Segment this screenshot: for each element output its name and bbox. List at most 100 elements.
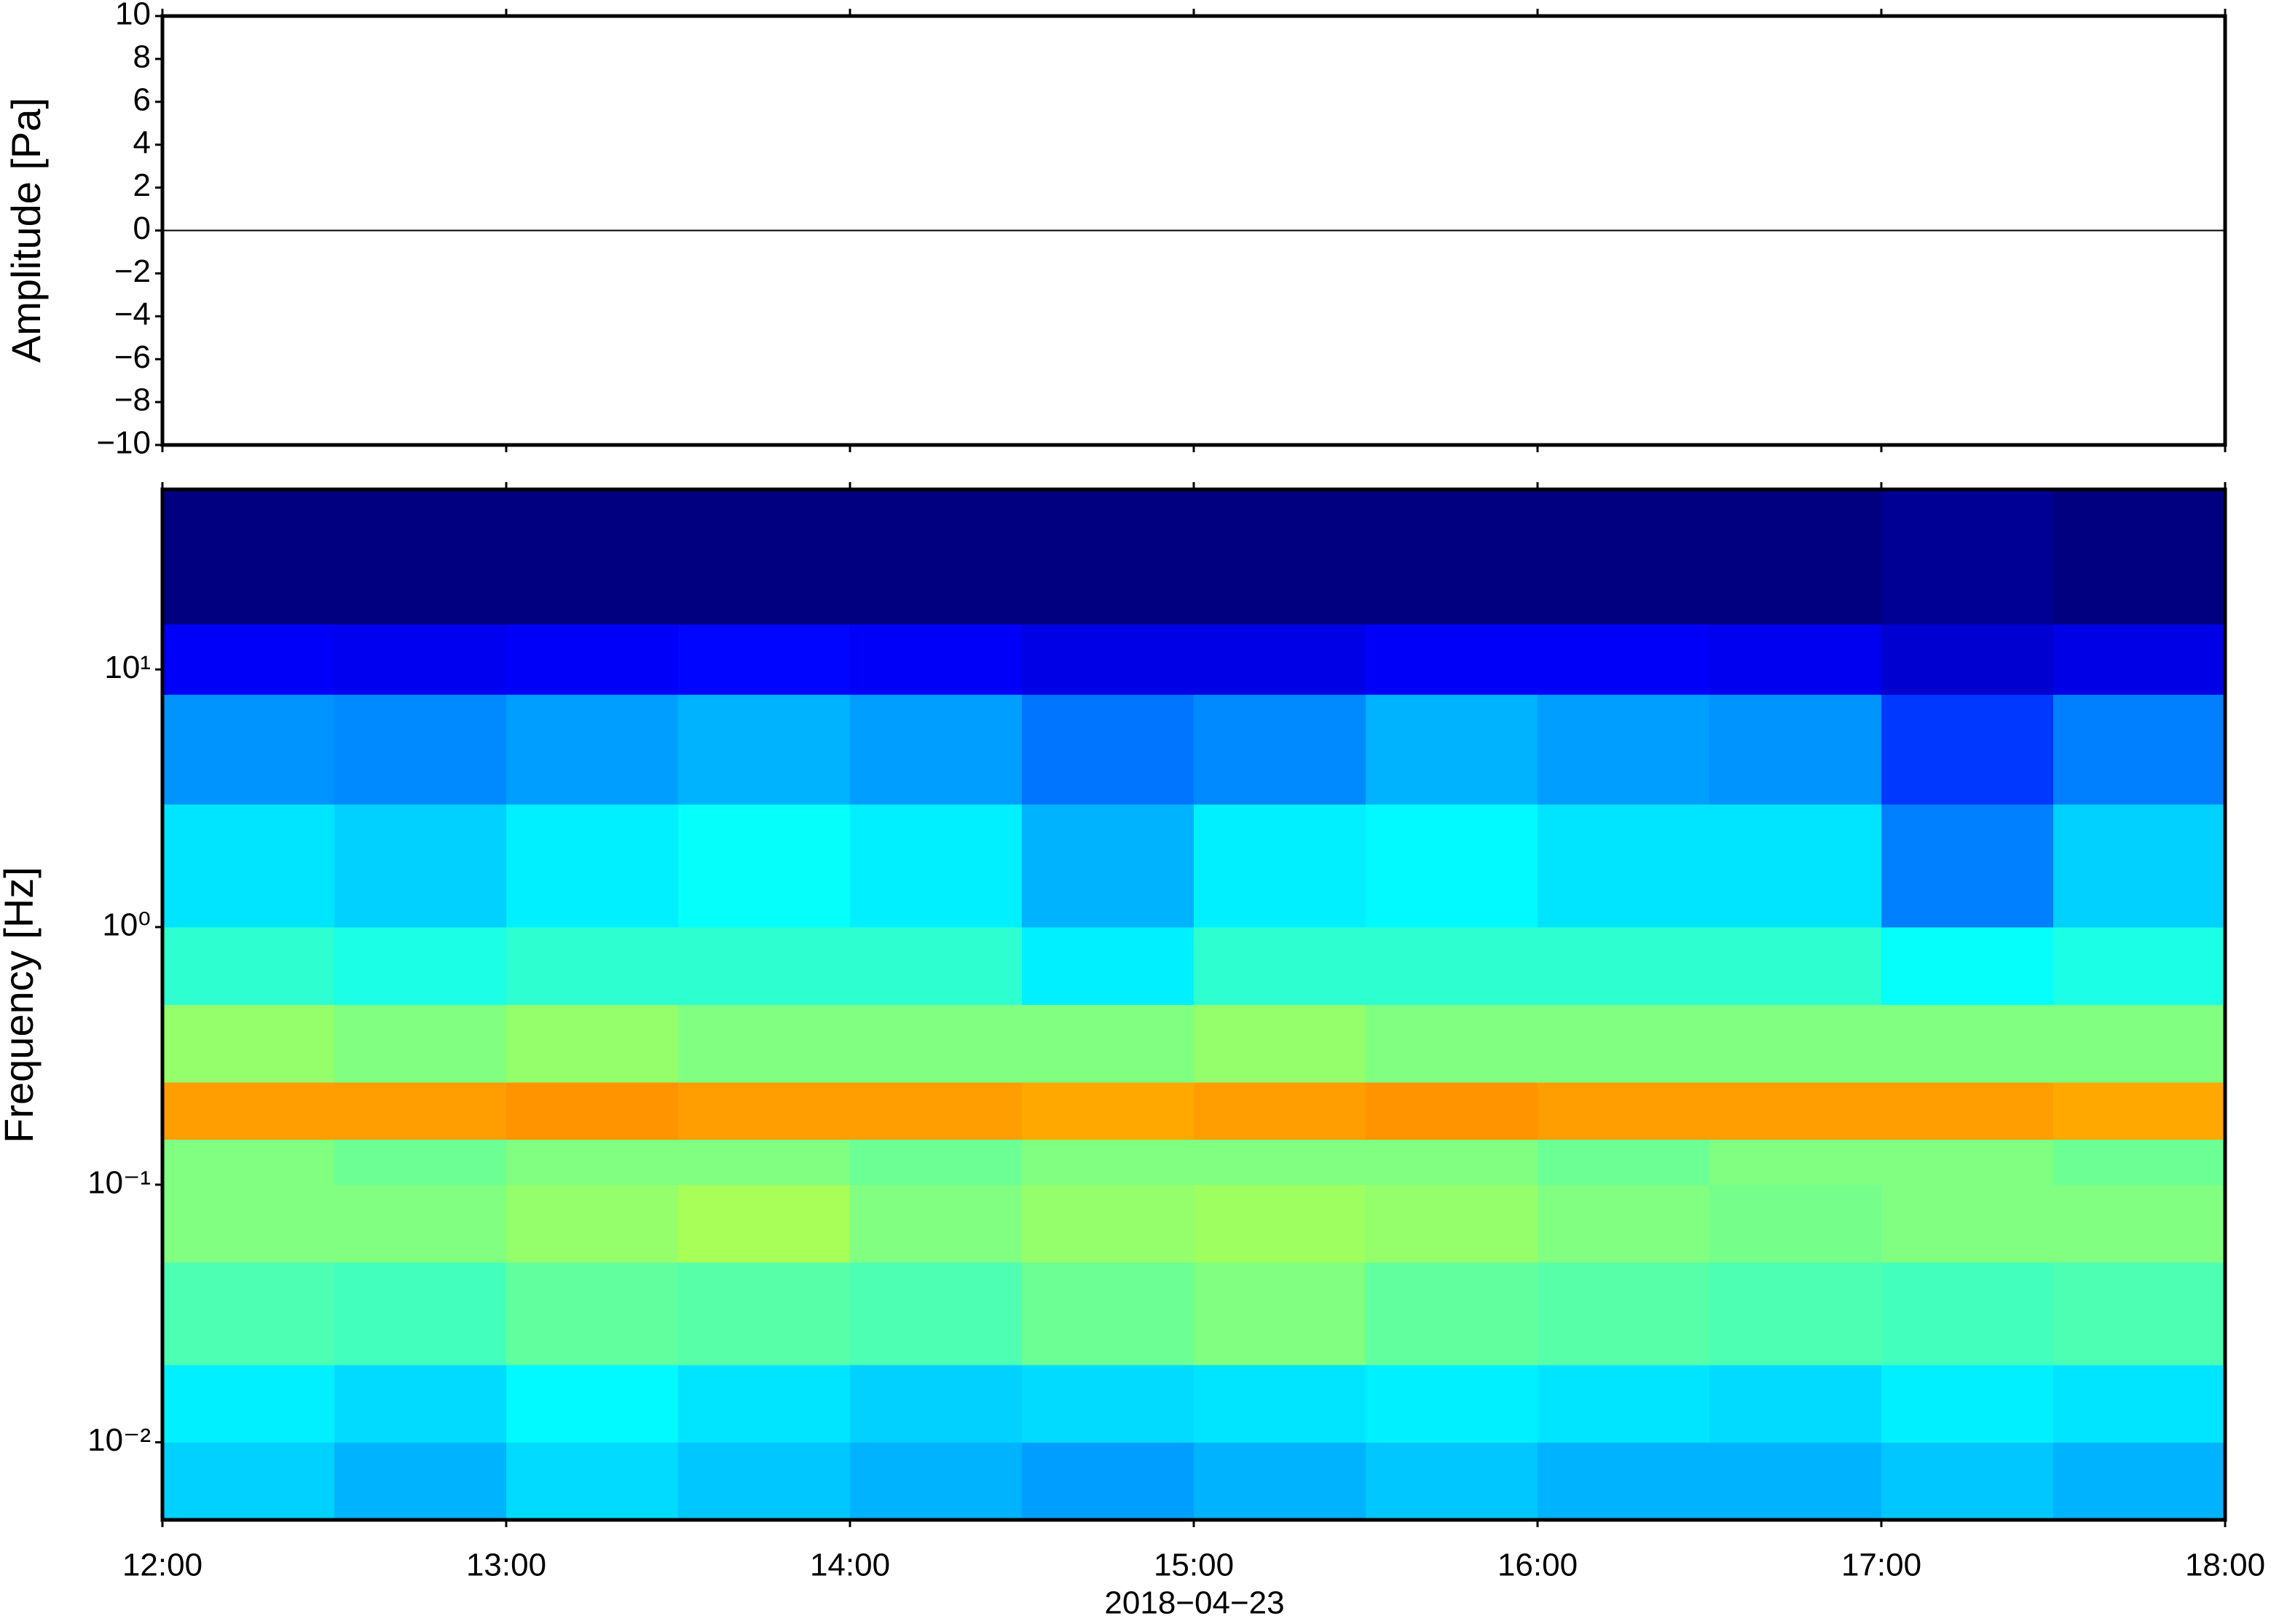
heatmap-cell (162, 1262, 335, 1365)
heatmap-cell (1194, 804, 1366, 928)
heatmap-cell (1538, 1262, 1710, 1365)
heatmap-cell (1366, 1184, 1538, 1263)
heatmap-cell (1881, 1081, 2054, 1140)
heatmap-cell (1366, 623, 1538, 695)
heatmap-cell (1194, 623, 1366, 695)
heatmap-cell (1709, 694, 1882, 805)
heatmap-cell (850, 1139, 1023, 1186)
heatmap-cell (162, 1442, 335, 1521)
heatmap-cell (2053, 927, 2226, 1005)
heatmap-cell (678, 927, 851, 1005)
heatmap-cell (1022, 694, 1194, 805)
y-tick-label: −10 (96, 425, 151, 461)
heatmap-cell (1881, 694, 2054, 805)
heatmap-cell (2053, 623, 2226, 695)
heatmap-cell (1709, 1442, 1882, 1521)
y-tick-label: 6 (133, 82, 151, 117)
heatmap-cell (1881, 927, 2054, 1005)
heatmap-cell (162, 1004, 335, 1083)
heatmap-cell (1881, 1365, 2054, 1443)
heatmap-cell (850, 804, 1023, 928)
heatmap-cell (850, 1442, 1023, 1521)
heatmap-cell (162, 927, 335, 1005)
heatmap-cell (1709, 1262, 1882, 1365)
heatmap-cell (1194, 1004, 1366, 1083)
heatmap-cell (1709, 804, 1882, 928)
heatmap-cell (2053, 1081, 2226, 1140)
heatmap-cell (1022, 1365, 1194, 1443)
heatmap-cell (1538, 1139, 1710, 1186)
heatmap-cell (1709, 1081, 1882, 1140)
y-tick-label: 10¹ (104, 650, 151, 685)
y-tick-label: 4 (133, 125, 151, 160)
heatmap-cell (1366, 1262, 1538, 1365)
heatmap-cell (678, 623, 851, 695)
heatmap-cell (334, 1004, 507, 1083)
heatmap-cell (506, 804, 679, 928)
heatmap-cell (1022, 623, 1194, 695)
heatmap-cell (2053, 1004, 2226, 1083)
y-tick-label: 10 (115, 0, 151, 32)
y-tick-label: −4 (114, 296, 151, 332)
heatmap-cell (334, 927, 507, 1005)
heatmap-cell (850, 1004, 1023, 1083)
heatmap-cell (1194, 1262, 1366, 1365)
heatmap-cell (1366, 1004, 1538, 1083)
x-tick-label: 14:00 (810, 1548, 890, 1583)
heatmap-cell (2053, 1139, 2226, 1186)
heatmap-cell (334, 694, 507, 805)
heatmap-cell (1538, 1081, 1710, 1140)
heatmap-cell (506, 1184, 679, 1263)
heatmap-cell (678, 489, 851, 625)
heatmap-cell (2053, 1442, 2226, 1521)
y-tick-label: 2 (133, 167, 151, 203)
heatmap-cell (1366, 1365, 1538, 1443)
heatmap-cell (162, 804, 335, 928)
heatmap-cell (1881, 623, 2054, 695)
heatmap-cell (334, 1184, 507, 1263)
heatmap-cell (1366, 1139, 1538, 1186)
heatmap-cell (334, 623, 507, 695)
x-tick-label: 13:00 (466, 1548, 546, 1583)
y-tick-label: 10⁻² (87, 1422, 151, 1458)
heatmap-cell (1881, 1442, 2054, 1521)
heatmap-cell (850, 694, 1023, 805)
heatmap-cell (2053, 1365, 2226, 1443)
heatmap-cell (2053, 1184, 2226, 1263)
y-tick-label: 10⁻¹ (87, 1164, 151, 1200)
heatmap-cell (506, 489, 679, 625)
heatmap-cell (162, 489, 335, 625)
heatmap-cell (334, 1139, 507, 1186)
heatmap-cell (678, 1139, 851, 1186)
heatmap-cell (506, 623, 679, 695)
heatmap-cell (1022, 1184, 1194, 1263)
heatmap-cell (1194, 1365, 1366, 1443)
heatmap-cell (1709, 1004, 1882, 1083)
heatmap-cell (334, 804, 507, 928)
heatmap-cell (2053, 804, 2226, 928)
plot-frame (160, 14, 2227, 447)
heatmap-cell (1709, 489, 1882, 625)
plot-frame (160, 487, 2227, 1522)
heatmap-cell (1022, 1004, 1194, 1083)
heatmap-cell (1538, 804, 1710, 928)
heatmap-cell (2053, 694, 2226, 805)
heatmap-cell (162, 694, 335, 805)
heatmap-cell (506, 694, 679, 805)
heatmap-cell (678, 804, 851, 928)
heatmap-cell (1194, 694, 1366, 805)
heatmap-cell (1709, 623, 1882, 695)
heatmap-cell (1022, 1139, 1194, 1186)
y-tick-label: 8 (133, 39, 151, 75)
y-tick-label: 10⁰ (102, 907, 151, 943)
heatmap-cell (850, 623, 1023, 695)
y-tick-label: 0 (133, 210, 151, 246)
heatmap-cell (1538, 927, 1710, 1005)
heatmap-cell (1538, 623, 1710, 695)
heatmap-cell (1022, 927, 1194, 1005)
heatmap-cell (1194, 1081, 1366, 1140)
heatmap-cell (334, 1081, 507, 1140)
x-tick-label: 12:00 (122, 1548, 202, 1583)
heatmap-cell (1709, 1184, 1882, 1263)
heatmap-cell (850, 1365, 1023, 1443)
